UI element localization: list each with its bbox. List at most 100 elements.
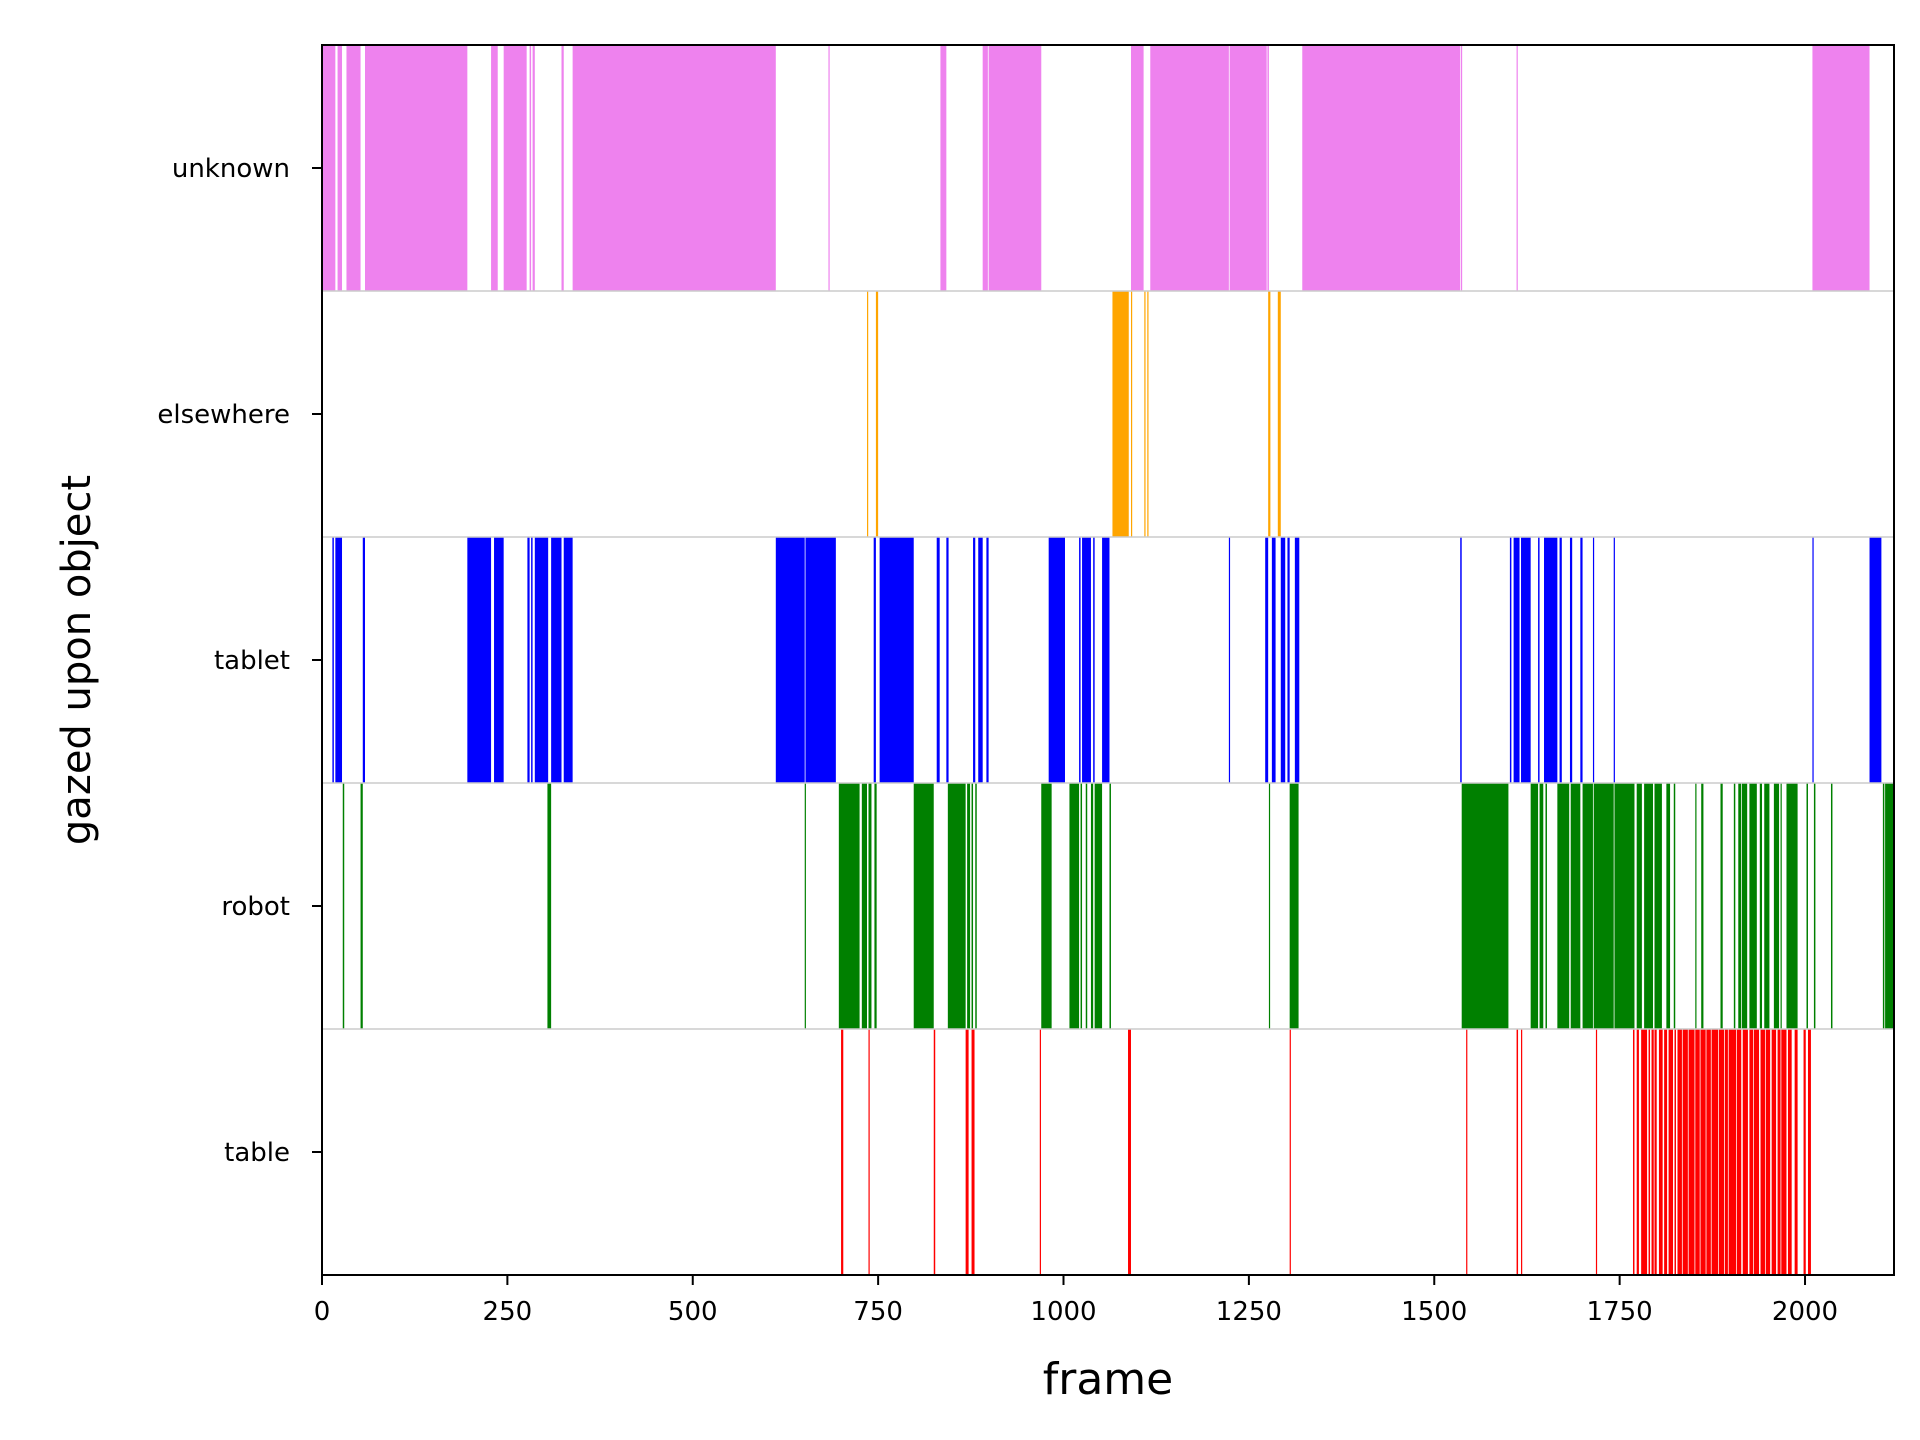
unknown-segment-11 — [940, 45, 947, 291]
tablet-segment-20 — [1079, 537, 1081, 783]
unknown-segment-9 — [572, 45, 776, 291]
table-segment-29 — [1719, 1029, 1725, 1275]
table-segment-42 — [1794, 1029, 1798, 1275]
robot-segment-29 — [1593, 783, 1614, 1029]
series-elsewhere — [867, 291, 1281, 537]
table-segment-10 — [1521, 1029, 1523, 1275]
tablet-segment-39 — [1592, 537, 1595, 783]
x-tick-label-1500: 1500 — [1401, 1297, 1467, 1327]
robot-segment-46 — [1780, 783, 1782, 1029]
robot-segment-9 — [947, 783, 966, 1029]
table-segment-35 — [1753, 1029, 1760, 1275]
series-table — [841, 1029, 1811, 1275]
table-segment-43 — [1803, 1029, 1806, 1275]
robot-segment-34 — [1666, 783, 1671, 1029]
elsewhere-segment-4 — [1144, 291, 1146, 537]
tablet-segment-5 — [527, 537, 530, 783]
tablet-segment-15 — [946, 537, 949, 783]
robot-segment-11 — [971, 783, 974, 1029]
y-tick-label-tablet: tablet — [214, 646, 290, 676]
unknown-segment-5 — [503, 45, 527, 291]
robot-segment-3 — [804, 783, 806, 1029]
tablet-segment-17 — [978, 537, 983, 783]
table-segment-0 — [841, 1029, 844, 1275]
table-segment-8 — [1466, 1029, 1468, 1275]
table-segment-19 — [1664, 1029, 1668, 1275]
unknown-segment-18 — [1302, 45, 1461, 291]
table-segment-21 — [1674, 1029, 1676, 1275]
robot-segment-27 — [1570, 783, 1581, 1029]
y-tick-label-elsewhere: elsewhere — [157, 400, 290, 430]
table-segment-31 — [1728, 1029, 1737, 1275]
table-segment-6 — [1128, 1029, 1131, 1275]
table-segment-15 — [1648, 1029, 1651, 1275]
tablet-segment-31 — [1509, 537, 1512, 783]
x-tick-label-0: 0 — [314, 1297, 331, 1327]
robot-segment-36 — [1695, 783, 1697, 1029]
tablet-segment-36 — [1559, 537, 1562, 783]
unknown-segment-12 — [982, 45, 988, 291]
unknown-segment-6 — [529, 45, 532, 291]
table-segment-9 — [1516, 1029, 1519, 1275]
robot-segment-32 — [1644, 783, 1654, 1029]
robot-segment-12 — [975, 783, 977, 1029]
elsewhere-segment-6 — [1268, 291, 1271, 537]
unknown-segment-0 — [322, 45, 336, 291]
x-tick-label-500: 500 — [668, 1297, 718, 1327]
unknown-segment-8 — [561, 45, 564, 291]
robot-segment-2 — [547, 783, 552, 1029]
table-segment-32 — [1736, 1029, 1742, 1275]
series-unknown — [322, 45, 1870, 291]
robot-segment-6 — [868, 783, 872, 1029]
table-segment-33 — [1742, 1029, 1748, 1275]
table-segment-14 — [1641, 1029, 1648, 1275]
tablet-segment-14 — [936, 537, 940, 783]
robot-segment-41 — [1741, 783, 1748, 1029]
robot-segment-5 — [861, 783, 868, 1029]
table-segment-1 — [868, 1029, 870, 1275]
tablet-segment-8 — [551, 537, 562, 783]
tablet-segment-7 — [534, 537, 549, 783]
robot-segment-15 — [1080, 783, 1083, 1029]
robot-segment-22 — [1461, 783, 1509, 1029]
x-tick-label-1250: 1250 — [1216, 1297, 1282, 1327]
robot-segment-23 — [1530, 783, 1539, 1029]
tablet-segment-26 — [1271, 537, 1276, 783]
robot-segment-14 — [1069, 783, 1080, 1029]
robot-segment-40 — [1738, 783, 1742, 1029]
robot-segment-47 — [1786, 783, 1798, 1029]
robot-segment-49 — [1813, 783, 1816, 1029]
tablet-segment-0 — [332, 537, 334, 783]
tablet-segment-24 — [1228, 537, 1231, 783]
tablet-segment-13 — [879, 537, 914, 783]
robot-segment-31 — [1636, 783, 1642, 1029]
table-segment-11 — [1595, 1029, 1598, 1275]
tablet-segment-16 — [973, 537, 976, 783]
unknown-segment-10 — [828, 45, 830, 291]
unknown-segment-13 — [988, 45, 1042, 291]
table-segment-37 — [1765, 1029, 1771, 1275]
tablet-segment-27 — [1280, 537, 1286, 783]
table-segment-24 — [1688, 1029, 1695, 1275]
robot-segment-26 — [1557, 783, 1570, 1029]
unknown-segment-14 — [1130, 45, 1144, 291]
unknown-segment-20 — [1516, 45, 1518, 291]
robot-segment-30 — [1614, 783, 1635, 1029]
tablet-segment-32 — [1513, 537, 1520, 783]
category-bands — [322, 45, 1894, 1275]
tablet-segment-21 — [1082, 537, 1091, 783]
elsewhere-segment-3 — [1130, 291, 1133, 537]
table-segment-36 — [1760, 1029, 1765, 1275]
band-separators — [322, 290, 1894, 1030]
tablet-segment-12 — [873, 537, 876, 783]
table-segment-26 — [1700, 1029, 1706, 1275]
table-segment-25 — [1695, 1029, 1700, 1275]
tablet-segment-9 — [563, 537, 573, 783]
unknown-segment-17 — [1267, 45, 1269, 291]
robot-segment-19 — [1109, 783, 1111, 1029]
tablet-segment-38 — [1580, 537, 1583, 783]
y-tick-label-unknown: unknown — [172, 154, 290, 184]
tablet-segment-40 — [1613, 537, 1615, 783]
